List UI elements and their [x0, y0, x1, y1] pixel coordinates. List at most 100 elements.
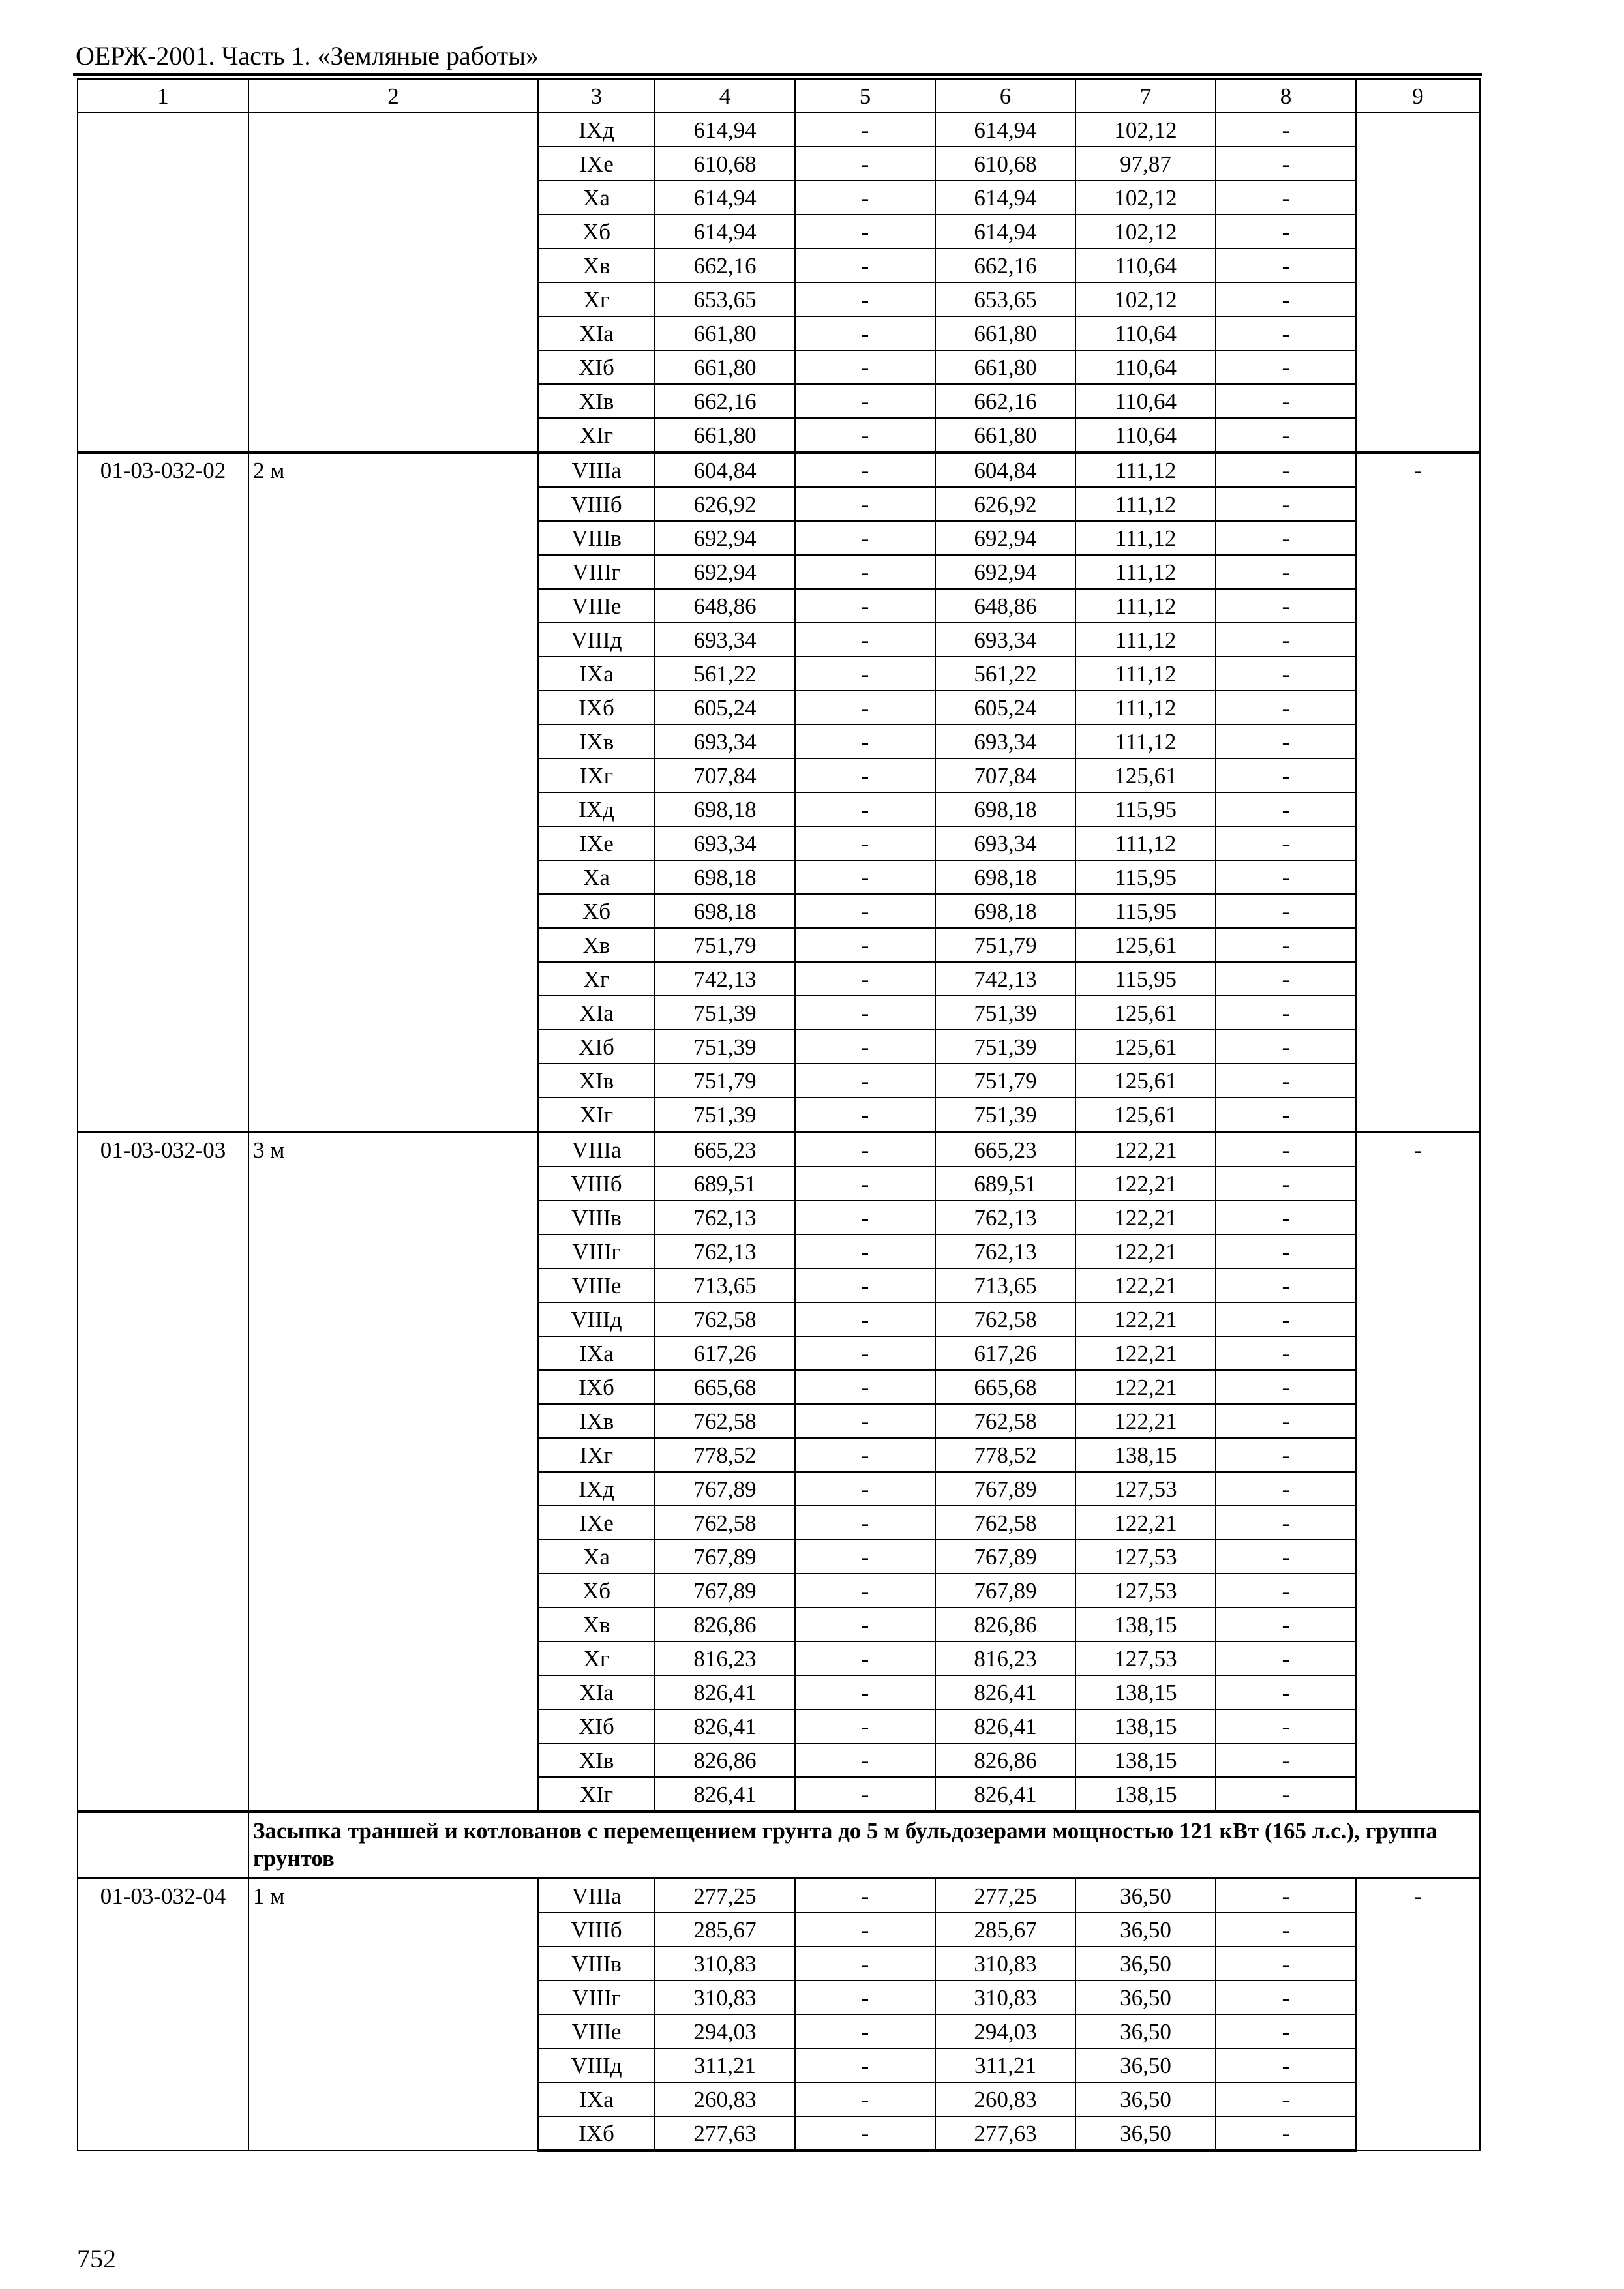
value-col-7: 36,50: [1075, 1877, 1216, 1913]
value-col-8: -: [1215, 1336, 1357, 1371]
value-col-4: 762,58: [654, 1403, 796, 1439]
table-row: IXа 617,26-617,26 122,21-: [78, 1336, 1480, 1371]
value-col-4: 604,84: [654, 451, 796, 488]
value-col-8: -: [1215, 146, 1357, 181]
soil-group: XIб: [537, 1709, 655, 1744]
value-col-7: 36,50: [1075, 1946, 1216, 1981]
value-col-5: -: [794, 2014, 936, 2049]
rates-table: 1 2 3 4 5 6 7 8 9 IXд 614,94-614,94 102,12- IXе 610,6…: [77, 78, 1481, 2152]
table-row: Xа 614,94-614,94 102,12-: [78, 180, 1480, 215]
value-col-5: -: [794, 180, 936, 215]
value-col-8: -: [1215, 1743, 1357, 1778]
rate-code: 01-03-032-03: [77, 1131, 249, 1812]
value-col-6: 762,58: [935, 1302, 1076, 1337]
table-row: IXг 707,84-707,84 125,61-: [78, 758, 1480, 793]
value-col-6: 311,21: [935, 2048, 1076, 2083]
value-col-6: 707,84: [935, 758, 1076, 793]
value-col-7: 97,87: [1075, 146, 1216, 181]
soil-group: XIг: [537, 1776, 655, 1812]
table-row: VIIIв 692,94-692,94 111,12-: [78, 520, 1480, 556]
soil-group: IXг: [537, 758, 655, 793]
value-col-5: -: [794, 622, 936, 657]
value-col-7: 110,64: [1075, 417, 1216, 453]
soil-group: Xа: [537, 860, 655, 895]
value-col-4: 826,41: [654, 1709, 796, 1744]
value-col-4: 661,80: [654, 417, 796, 453]
value-col-7: 36,50: [1075, 1980, 1216, 2015]
value-col-6: 778,52: [935, 1437, 1076, 1473]
value-col-7: 36,50: [1075, 2014, 1216, 2049]
value-col-5: -: [794, 2048, 936, 2083]
value-col-7: 102,12: [1075, 180, 1216, 215]
column-number: 6: [935, 78, 1076, 113]
value-col-8: -: [1215, 1234, 1357, 1269]
value-col-8: -: [1215, 2014, 1357, 2049]
value-col-8: -: [1215, 1097, 1357, 1133]
value-col-4: 665,23: [654, 1131, 796, 1167]
value-col-7: 138,15: [1075, 1607, 1216, 1642]
value-col-5: -: [794, 1776, 936, 1812]
table-row: XIв 751,79-751,79 125,61-: [78, 1063, 1480, 1098]
value-col-7: 127,53: [1075, 1539, 1216, 1574]
soil-group: Xа: [537, 180, 655, 215]
value-col-6: 762,13: [935, 1234, 1076, 1269]
table-row: IXб 665,68-665,68 122,21-: [78, 1369, 1480, 1405]
value-col-5: -: [794, 826, 936, 861]
value-col-8: -: [1215, 826, 1357, 861]
value-col-8: -: [1215, 2116, 1357, 2152]
value-col-5: -: [794, 690, 936, 725]
value-col-4: 713,65: [654, 1268, 796, 1303]
value-col-8: -: [1215, 486, 1357, 522]
table-row: IXв 762,58-762,58 122,21-: [78, 1403, 1480, 1439]
value-col-8: -: [1215, 893, 1357, 929]
value-col-8: -: [1215, 451, 1357, 488]
soil-group: Xа: [537, 1539, 655, 1574]
table-row: Xг 653,65-653,65 102,12-: [78, 282, 1480, 317]
rate-code: 01-03-032-04: [77, 1877, 249, 2151]
value-col-8: -: [1215, 792, 1357, 827]
value-col-6: 713,65: [935, 1268, 1076, 1303]
table-row: IXе 762,58-762,58 122,21-: [78, 1505, 1480, 1540]
value-col-4: 665,68: [654, 1369, 796, 1405]
soil-group: IXб: [537, 2116, 655, 2152]
section-heading: Засыпка траншей и котлованов с перемещен…: [248, 1810, 1481, 1879]
value-col-8: -: [1215, 860, 1357, 895]
value-col-6: 310,83: [935, 1980, 1076, 2015]
value-col-4: 692,94: [654, 520, 796, 556]
value-col-4: 826,41: [654, 1776, 796, 1812]
value-col-4: 277,63: [654, 2116, 796, 2152]
value-col-4: 661,80: [654, 350, 796, 385]
value-col-6: 277,25: [935, 1877, 1076, 1913]
value-col-8: -: [1215, 214, 1357, 249]
value-col-7: 102,12: [1075, 112, 1216, 147]
soil-group: VIIIв: [537, 520, 655, 556]
value-col-5: -: [794, 248, 936, 283]
soil-group: VIIIе: [537, 2014, 655, 2049]
value-col-4: 693,34: [654, 826, 796, 861]
value-col-7: 122,21: [1075, 1336, 1216, 1371]
value-col-5: -: [794, 1877, 936, 1913]
value-col-5: -: [794, 350, 936, 385]
value-col-8: -: [1215, 2048, 1357, 2083]
value-col-5: -: [794, 860, 936, 895]
value-col-5: -: [794, 486, 936, 522]
value-col-7: 111,12: [1075, 588, 1216, 623]
soil-group: XIа: [537, 995, 655, 1030]
soil-group: IXд: [537, 112, 655, 147]
value-col-8: -: [1215, 1539, 1357, 1574]
value-col-6: 614,94: [935, 180, 1076, 215]
value-col-4: 310,83: [654, 1946, 796, 1981]
value-col-8: -: [1215, 1369, 1357, 1405]
value-col-7: 138,15: [1075, 1776, 1216, 1812]
table-row: VIIIг 692,94-692,94 111,12-: [78, 554, 1480, 590]
soil-group: Xв: [537, 927, 655, 963]
table-row: VIIIг 310,83-310,83 36,50-: [78, 1980, 1480, 2015]
value-col-8: -: [1215, 383, 1357, 419]
table-row: XIб 826,41-826,41 138,15-: [78, 1709, 1480, 1744]
value-col-4: 614,94: [654, 180, 796, 215]
soil-group: IXг: [537, 1437, 655, 1473]
rate-description: 1 м: [248, 1877, 539, 2151]
table-row: VIIIг 762,13-762,13 122,21-: [78, 1234, 1480, 1269]
value-col-5: -: [794, 961, 936, 996]
value-col-8: -: [1215, 656, 1357, 691]
